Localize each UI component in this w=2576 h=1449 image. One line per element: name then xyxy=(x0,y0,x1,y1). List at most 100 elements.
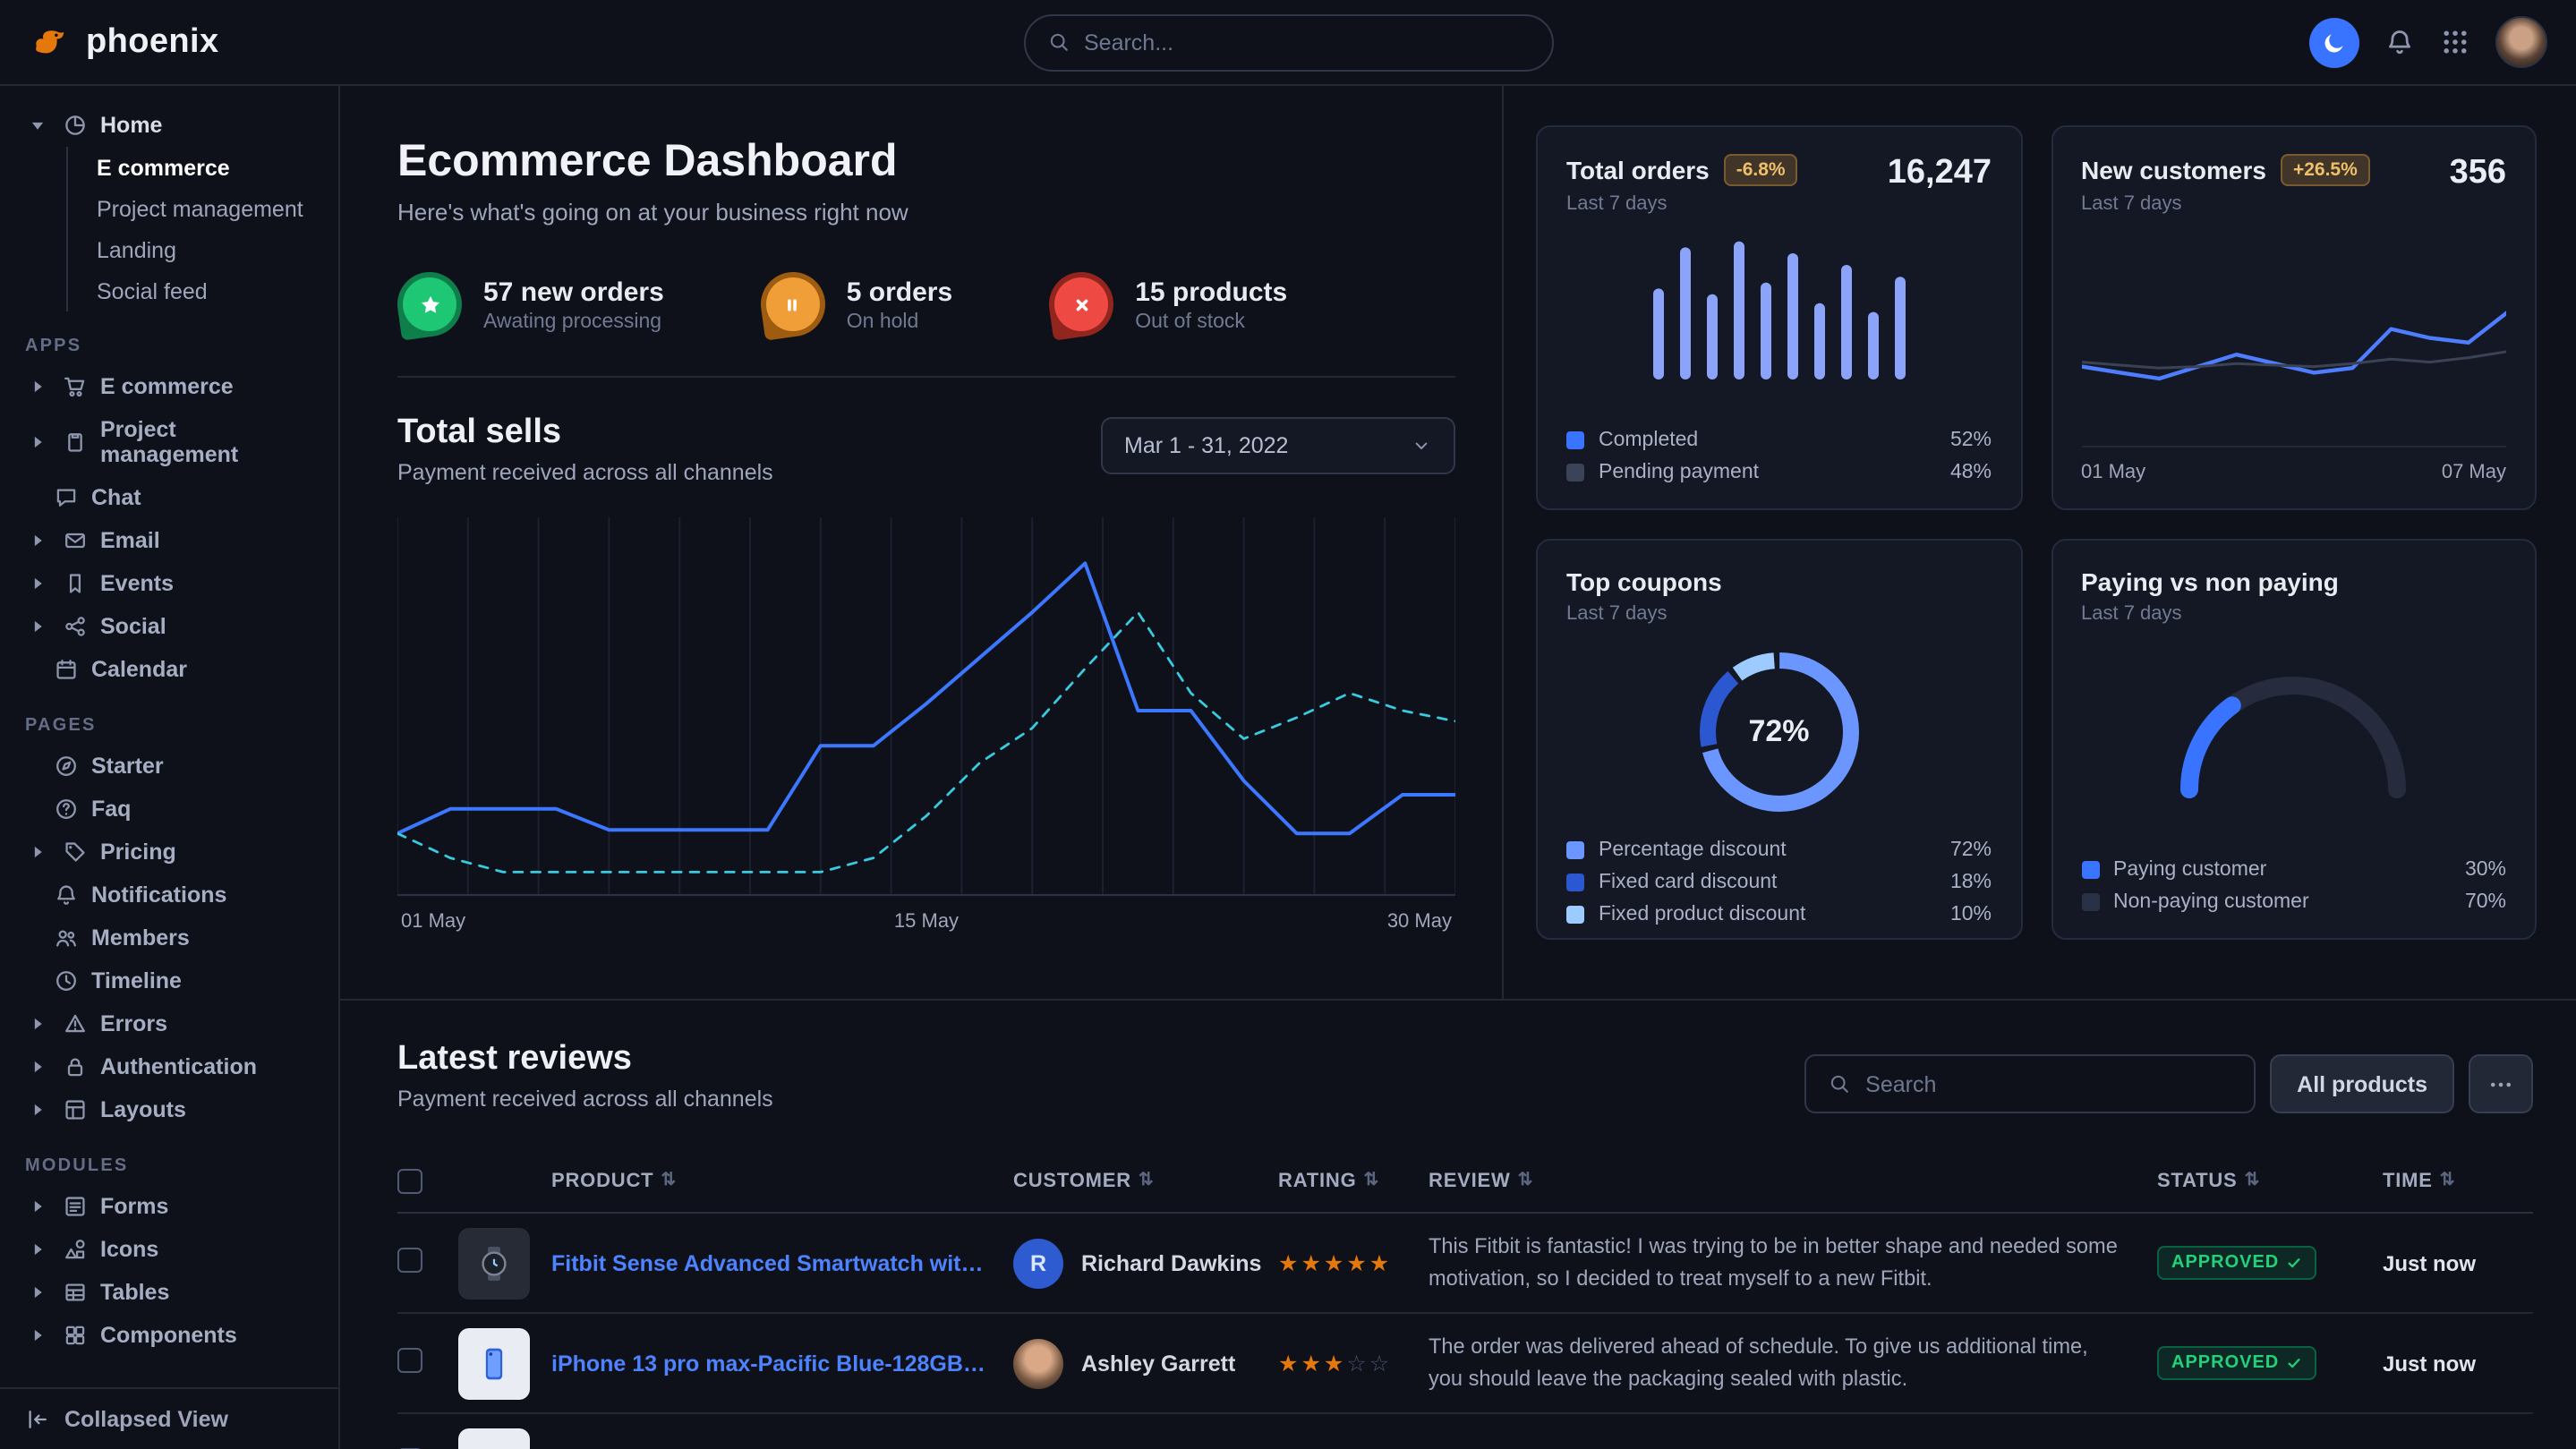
change-badge: -6.8% xyxy=(1723,154,1798,186)
user-avatar[interactable] xyxy=(2495,16,2547,68)
select-all-checkbox[interactable] xyxy=(397,1168,422,1193)
total-orders-legend: Completed 52% Pending payment 48% xyxy=(1566,430,1992,483)
brand-name: phoenix xyxy=(86,22,219,60)
sort-icon[interactable]: ⇅ xyxy=(1363,1171,1380,1190)
date-range-select[interactable]: Mar 1 - 31, 2022 xyxy=(1101,417,1455,474)
reviews-table-body: Fitbit Sense Advanced Smartwatch with To… xyxy=(397,1214,2533,1449)
sidebar-item-components[interactable]: Components xyxy=(0,1314,338,1357)
theme-toggle-button[interactable] xyxy=(2309,17,2359,67)
dots-icon xyxy=(2488,1071,2513,1096)
sort-icon[interactable]: ⇅ xyxy=(1138,1171,1155,1190)
reviews-table-header: PRODUCT ⇅ CUSTOMER ⇅ RATING ⇅ REVIEW ⇅ STATUS ⇅ TI… xyxy=(397,1149,2533,1214)
column-header-rating[interactable]: RATING ⇅ xyxy=(1278,1170,1380,1191)
sidebar-item-project-management[interactable]: Project management xyxy=(0,408,338,476)
new-customers-x-axis: 01 May 07 May xyxy=(2081,446,2506,483)
apps-grid-button[interactable] xyxy=(2440,27,2470,57)
product-link[interactable]: iPhone 13 pro max-Pacific Blue-128GB sto… xyxy=(551,1351,1013,1376)
legend-item: Pending payment 48% xyxy=(1566,462,1992,483)
legend-item: Completed 52% xyxy=(1566,430,1992,451)
sidebar-item-pricing[interactable]: Pricing xyxy=(0,831,338,874)
brand[interactable]: phoenix xyxy=(29,21,219,64)
stat-value: 5 orders xyxy=(846,277,953,307)
star-icon xyxy=(393,268,466,341)
sidebar-item-starter[interactable]: Starter xyxy=(0,745,338,788)
notifications-button[interactable] xyxy=(2384,27,2415,57)
sidebar-item-social[interactable]: Social xyxy=(0,605,338,648)
sidebar-item-forms[interactable]: Forms xyxy=(0,1185,338,1228)
date-range-value: Mar 1 - 31, 2022 xyxy=(1124,433,1289,458)
reviews-search-input[interactable] xyxy=(1865,1071,2233,1096)
table-row: iPhone 13 pro max-Pacific Blue-128GB sto… xyxy=(397,1314,2533,1414)
sidebar-item-email[interactable]: Email xyxy=(0,519,338,562)
sidebar-item-authentication[interactable]: Authentication xyxy=(0,1045,338,1088)
status-badge: APPROVED xyxy=(2157,1346,2317,1380)
customer-cell[interactable]: Ashley Garrett xyxy=(1013,1338,1278,1388)
column-header-status[interactable]: STATUS ⇅ xyxy=(2157,1170,2261,1191)
product-thumbnail[interactable] xyxy=(458,1428,530,1449)
stat-57-new-orders: 57 new orders Awating processing xyxy=(393,268,664,341)
collapsed-view-button[interactable]: Collapsed View xyxy=(0,1386,338,1449)
bell-icon xyxy=(2384,27,2415,57)
column-header-time[interactable]: TIME ⇅ xyxy=(2383,1170,2456,1191)
paying-card: Paying vs non paying Last 7 days Paying … xyxy=(2051,539,2537,940)
sidebar-item-layouts[interactable]: Layouts xyxy=(0,1088,338,1131)
customers-chart xyxy=(2081,310,2506,381)
paying-legend: Paying customer 30% Non-paying customer 70% xyxy=(2081,859,2506,913)
product-thumbnail[interactable] xyxy=(458,1227,530,1299)
all-products-button[interactable]: All products xyxy=(2270,1054,2454,1113)
total-orders-card: Total orders -6.8% Last 7 days 16,247 Co… xyxy=(1536,125,2022,510)
card-title: New customers xyxy=(2081,156,2266,184)
home-subnav: E commerce Project management Landing Socia… xyxy=(66,147,338,311)
sort-icon[interactable]: ⇅ xyxy=(661,1171,677,1190)
product-link[interactable]: Fitbit Sense Advanced Smartwatch with To… xyxy=(551,1250,1013,1275)
moon-icon xyxy=(2322,30,2347,55)
collapsed-view-label: Collapsed View xyxy=(64,1406,228,1431)
stat-caption: On hold xyxy=(846,311,919,332)
change-badge: +26.5% xyxy=(2280,154,2370,186)
sidebar-item-calendar[interactable]: Calendar xyxy=(0,648,338,691)
top-navbar: phoenix xyxy=(0,0,2576,86)
row-checkbox[interactable] xyxy=(397,1348,422,1373)
sidebar-item-chat[interactable]: Chat xyxy=(0,476,338,519)
x-label-start: 01 May xyxy=(2081,462,2146,483)
sidebar-item-notifications[interactable]: Notifications xyxy=(0,874,338,916)
new-customers-value: 356 xyxy=(2449,154,2506,192)
sidebar-subitem-e-commerce[interactable]: E commerce xyxy=(97,155,230,180)
navbar-search[interactable] xyxy=(1023,13,1553,71)
column-header-review[interactable]: REVIEW ⇅ xyxy=(1429,1170,1534,1191)
column-header-product[interactable]: PRODUCT ⇅ xyxy=(551,1170,677,1191)
review-text: This Fitbit is fantastic! I was trying t… xyxy=(1429,1233,2118,1290)
paying-gauge xyxy=(2180,677,2407,798)
sort-icon[interactable]: ⇅ xyxy=(2244,1171,2261,1190)
navbar-search-input[interactable] xyxy=(1084,30,1530,55)
sidebar-item-timeline[interactable]: Timeline xyxy=(0,959,338,1002)
page-subtitle: Here's what's going on at your business … xyxy=(397,199,908,226)
sidebar-item-errors[interactable]: Errors xyxy=(0,1002,338,1045)
reviews-search[interactable] xyxy=(1804,1054,2256,1113)
rating-stars: ★★★☆☆ xyxy=(1278,1351,1393,1377)
sidebar-subitem-landing[interactable]: Landing xyxy=(97,237,176,262)
sort-icon[interactable]: ⇅ xyxy=(1517,1171,1534,1190)
sidebar-subitem-social-feed[interactable]: Social feed xyxy=(97,278,208,303)
stat-value: 15 products xyxy=(1135,277,1288,307)
navbar-actions xyxy=(2309,16,2547,68)
sort-icon[interactable]: ⇅ xyxy=(2439,1171,2456,1190)
customer-cell[interactable]: R Richard Dawkins xyxy=(1013,1238,1278,1288)
sidebar-item-tables[interactable]: Tables xyxy=(0,1271,338,1314)
row-checkbox[interactable] xyxy=(397,1248,422,1273)
sidebar-item-e-commerce[interactable]: E commerce xyxy=(0,365,338,408)
search-icon xyxy=(1046,30,1070,54)
card-title: Top coupons xyxy=(1566,567,1722,596)
sidebar-subitem-project-management[interactable]: Project management xyxy=(97,196,303,221)
sidebar-item-home[interactable]: Home xyxy=(0,104,338,147)
sidebar-item-icons[interactable]: Icons xyxy=(0,1228,338,1271)
more-options-button[interactable] xyxy=(2469,1054,2533,1113)
sidebar-item-faq[interactable]: Faq xyxy=(0,788,338,831)
product-thumbnail[interactable] xyxy=(458,1327,530,1399)
total-sells-subtitle: Payment received across all channels xyxy=(397,460,773,485)
sidebar-item-members[interactable]: Members xyxy=(0,916,338,959)
sidebar-item-events[interactable]: Events xyxy=(0,562,338,605)
column-header-customer[interactable]: CUSTOMER ⇅ xyxy=(1013,1170,1155,1191)
review-time: Just now xyxy=(2383,1250,2477,1275)
